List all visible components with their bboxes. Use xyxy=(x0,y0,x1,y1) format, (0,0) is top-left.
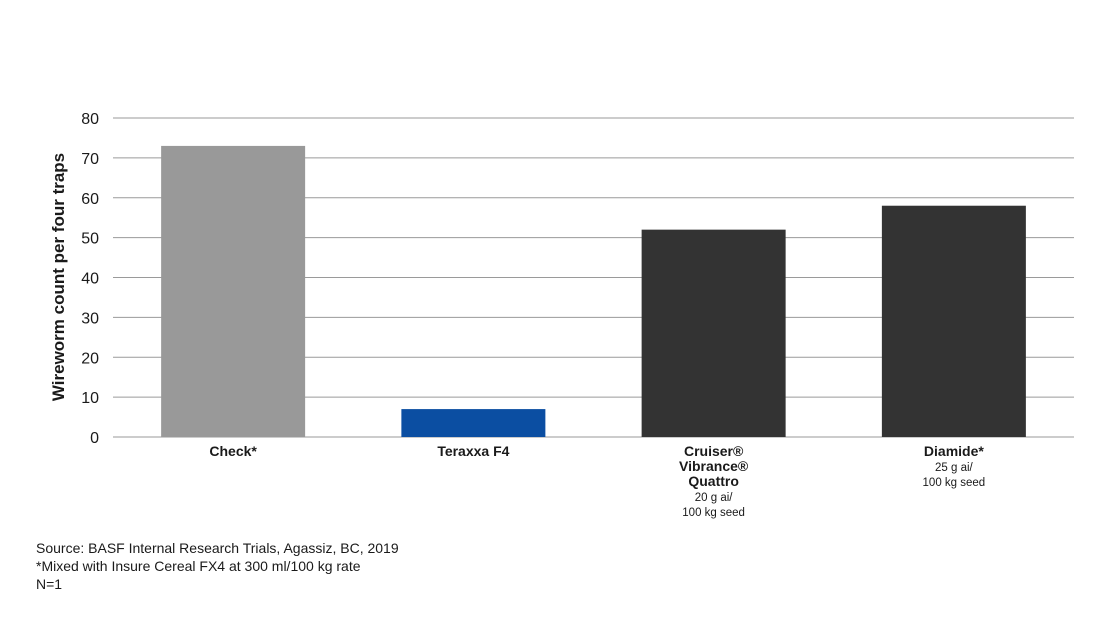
y-tick-label: 60 xyxy=(81,191,99,208)
y-tick-label: 30 xyxy=(81,310,99,327)
y-tick-label: 10 xyxy=(81,390,99,407)
x-tick-label: Check* xyxy=(209,443,257,459)
y-tick-label: 0 xyxy=(90,430,99,447)
x-tick-sublabel: 100 kg seed xyxy=(682,507,745,519)
bar xyxy=(401,409,546,437)
y-tick-label: 20 xyxy=(81,350,99,367)
x-tick-label: Quattro xyxy=(688,473,739,489)
x-axis-labels: Check* Teraxxa F4 Cruiser®Vibrance®Quattro… xyxy=(209,443,985,519)
bar xyxy=(881,205,1026,437)
y-axis-title: Wireworm count per four traps xyxy=(49,153,68,401)
x-tick-label: Vibrance® xyxy=(679,458,749,474)
footnote: *Mixed with Insure Cereal FX4 at 300 ml/… xyxy=(36,558,361,574)
source-note: Source: BASF Internal Research Trials, A… xyxy=(36,540,399,556)
chart-notes: Source: BASF Internal Research Trials, A… xyxy=(36,539,399,593)
bar xyxy=(641,229,786,437)
y-axis-ticks: 0 10 20 30 40 50 60 70 80 xyxy=(81,111,99,447)
y-tick-label: 70 xyxy=(81,151,99,168)
x-tick-sublabel: 100 kg seed xyxy=(923,477,986,489)
x-tick-label: Cruiser® xyxy=(684,443,744,459)
y-tick-label: 50 xyxy=(81,231,99,248)
x-tick-label: Teraxxa F4 xyxy=(437,443,509,459)
sample-size-note: N=1 xyxy=(36,576,63,592)
x-tick-sublabel: 20 g ai/ xyxy=(695,492,734,504)
bar xyxy=(161,145,306,437)
bars xyxy=(161,145,1026,437)
x-tick-label: Diamide* xyxy=(924,443,984,459)
y-tick-label: 40 xyxy=(81,271,99,288)
y-tick-label: 80 xyxy=(81,111,99,128)
x-tick-sublabel: 25 g ai/ xyxy=(935,462,974,474)
